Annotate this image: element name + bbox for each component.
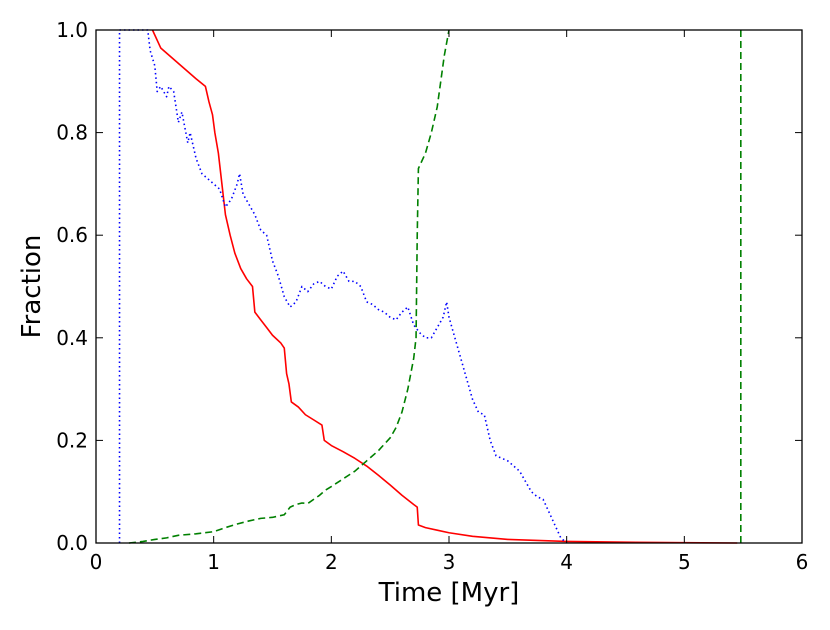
y-tick-label: 0.0 (56, 531, 88, 555)
series-layer (118, 29, 742, 544)
y-tick-label: 0.2 (56, 428, 88, 452)
plot-frame (95, 29, 803, 544)
x-tick-label: 5 (678, 550, 691, 574)
series-line-2 (118, 29, 568, 544)
x-tick-label: 0 (90, 550, 103, 574)
y-tick-label: 0.6 (56, 223, 88, 247)
x-axis-title: Time [Myr] (378, 578, 520, 608)
x-tick-label: 6 (796, 550, 809, 574)
y-axis-title: Fraction (17, 235, 47, 339)
series-line-3 (128, 29, 450, 544)
tick-layer: 0 1 2 3 4 5 6 0.0 0.2 0.4 0.6 0.8 1.0 (56, 18, 808, 574)
y-tick-label: 1.0 (56, 18, 88, 42)
x-tick-label: 3 (443, 550, 456, 574)
y-tick-label: 0.8 (56, 121, 88, 145)
x-tick-label: 2 (325, 550, 338, 574)
x-tick-label: 4 (560, 550, 573, 574)
y-tick-label: 0.4 (56, 326, 88, 350)
series-line-1 (151, 29, 738, 544)
x-tick-label: 1 (207, 550, 220, 574)
